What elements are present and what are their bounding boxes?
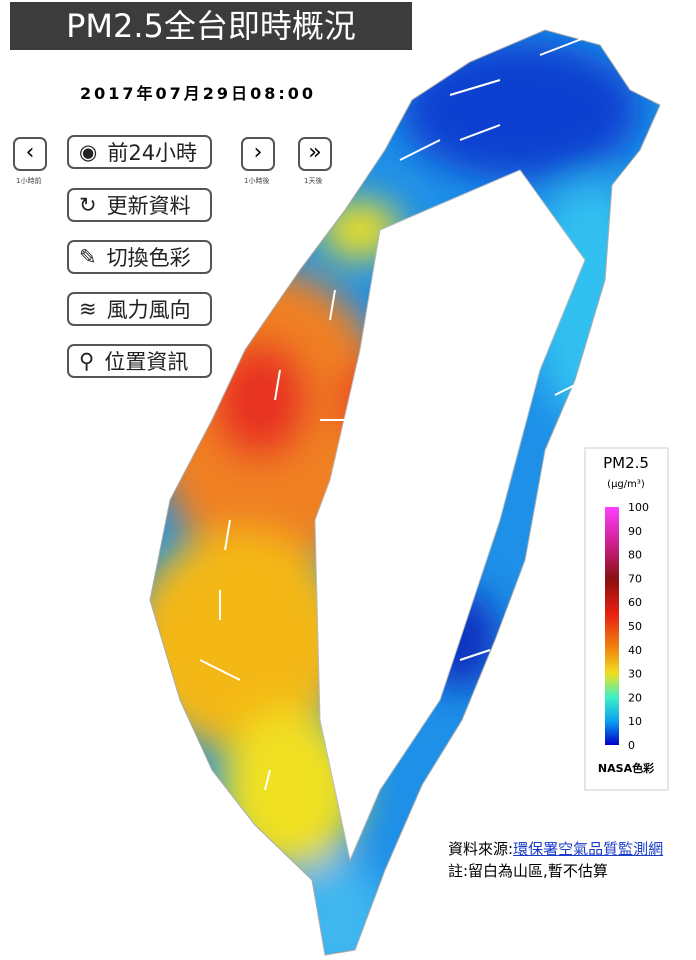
legend-tick-label: 20	[628, 691, 642, 704]
timestamp: 2017年07月29日08:00	[80, 84, 316, 103]
legend-tick-label: 60	[628, 596, 642, 609]
legend-tick-label: 0	[628, 739, 635, 752]
legend-tick-label: 50	[628, 620, 642, 633]
legend	[584, 447, 669, 791]
note: 註:留白為山區,暫不估算	[448, 862, 608, 880]
menu-button-label: 位置資訊	[104, 350, 189, 374]
menu-button[interactable]: ≋ 風力風向	[67, 292, 212, 326]
menu-button-label: 切換色彩	[106, 246, 191, 270]
prev-hour-button[interactable]: ‹	[13, 137, 47, 171]
menu-button[interactable]: ⚲ 位置資訊	[67, 344, 212, 378]
menu-button[interactable]: ↻ 更新資料	[67, 188, 212, 222]
source-label: 資料來源:	[448, 840, 514, 858]
legend-tick-label: 10	[628, 715, 642, 728]
legend-footer: NASA色彩	[598, 761, 654, 775]
back-24h-label: 前24小時	[107, 141, 198, 165]
prev-hour-label: 1小時前	[16, 177, 42, 185]
legend-title: PM2.5	[603, 454, 649, 472]
legend-tick-label: 30	[628, 668, 642, 681]
source: 資料來源:環保署空氣品質監測網	[448, 838, 663, 859]
legend-tick-label: 40	[628, 644, 642, 657]
next-hour-button[interactable]: ›	[241, 137, 275, 171]
legend-tick-label: 90	[628, 525, 642, 538]
menu-button-label: 更新資料	[106, 194, 191, 218]
back-24h-button[interactable]: ◉ 前24小時	[67, 135, 212, 169]
legend-tick-label: 70	[628, 572, 642, 585]
source-link[interactable]: 環保署空氣品質監測網	[513, 840, 664, 858]
next-day-button[interactable]: »	[298, 137, 332, 171]
legend-tick-label: 80	[628, 549, 642, 562]
legend-unit: (μg/m³)	[607, 479, 645, 490]
title: PM2.5全台即時概況	[10, 2, 412, 50]
legend-tick-label: 100	[628, 501, 649, 514]
coastline	[149, 29, 661, 956]
wind-arrows	[199, 29, 606, 836]
next-day-label: 1天後	[304, 177, 323, 185]
menu-button[interactable]: ✎ 切換色彩	[67, 240, 212, 274]
next-hour-label: 1小時後	[244, 177, 270, 185]
menu-button-label: 風力風向	[106, 298, 191, 322]
